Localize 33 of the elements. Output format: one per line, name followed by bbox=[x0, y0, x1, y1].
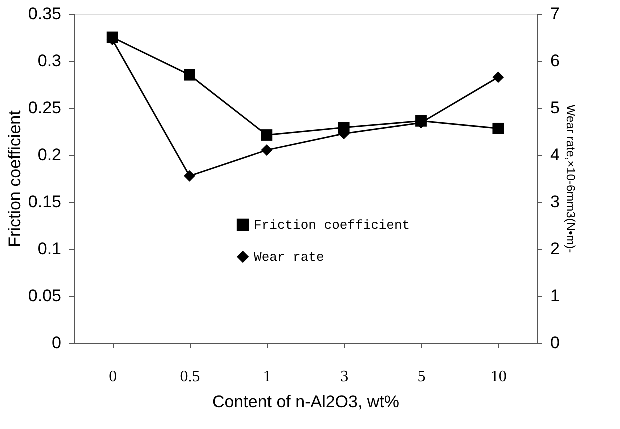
point bbox=[184, 69, 196, 81]
y2-tick-label: 7 bbox=[550, 4, 560, 24]
point bbox=[492, 72, 504, 84]
x-tick-label: 3 bbox=[340, 368, 349, 386]
y2-axis-title: Wear rate,×10-6mm3(N•m)- bbox=[564, 104, 578, 254]
y-tick-label: 0.25 bbox=[28, 98, 62, 118]
y2-tick-label: 3 bbox=[550, 192, 560, 212]
y-tick-label: 0.2 bbox=[38, 146, 62, 164]
y-tick-label: 0 bbox=[52, 334, 62, 352]
point bbox=[184, 170, 196, 182]
y2-tick-label: 4 bbox=[550, 146, 560, 164]
y2-tick-label: 0 bbox=[550, 334, 560, 352]
y-tick-label: 0.3 bbox=[38, 52, 62, 70]
y2-tick-label: 2 bbox=[550, 240, 560, 258]
y2-tick-label: 1 bbox=[550, 286, 560, 306]
x-tick-label: 10 bbox=[490, 368, 507, 386]
x-tick-label: 0.5 bbox=[180, 368, 200, 386]
point bbox=[261, 130, 273, 141]
y-axis-title: Friction coefficient bbox=[5, 110, 24, 248]
y-tick-label: 0.1 bbox=[38, 240, 62, 258]
legend-label: Wear rate bbox=[254, 250, 324, 265]
y-tick-label: 0.35 bbox=[28, 4, 62, 24]
point bbox=[492, 122, 504, 134]
y-tick-label: 0.15 bbox=[28, 192, 62, 212]
y-tick-label: 0.05 bbox=[28, 286, 62, 306]
point bbox=[261, 144, 273, 156]
y2-tick-label: 5 bbox=[550, 98, 560, 118]
x-tick-label: 5 bbox=[418, 368, 426, 386]
x-tick-label: 1 bbox=[263, 368, 272, 386]
y2-tick-label: 6 bbox=[550, 52, 560, 70]
legend-label: Friction coefficient bbox=[254, 218, 410, 233]
x-tick-label: 0 bbox=[109, 368, 118, 386]
x-axis-title: Content of n-Al2O3, wt% bbox=[212, 392, 400, 412]
